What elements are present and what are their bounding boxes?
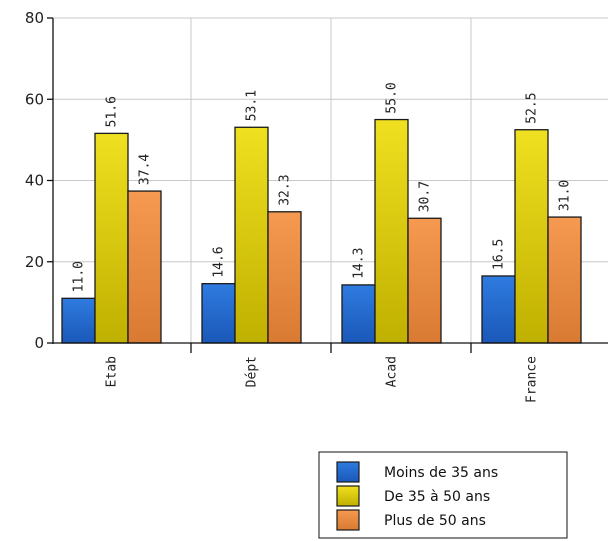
value-label: 53.1: [245, 90, 260, 121]
bar-0-0: [61, 297, 96, 344]
value-label: 14.3: [352, 248, 367, 279]
bar-0-1: [94, 132, 129, 344]
value-label: 11.0: [72, 261, 87, 292]
bar-3-2: [547, 216, 582, 344]
category-label-3: France: [525, 356, 540, 403]
legend-label-0: Moins de 35 ans: [384, 465, 498, 481]
bar-3-0: [481, 275, 516, 344]
value-label: 14.6: [212, 246, 227, 277]
category-label-2: Acad: [385, 356, 400, 387]
value-labels: 11.0 51.6 37.4 14.6 53.1 32.3 14.3 55.0 30.7 16.5…: [72, 82, 573, 292]
value-label: 32.3: [278, 174, 293, 205]
legend-swatch-1: [336, 485, 360, 507]
legend-label-2: Plus de 50 ans: [384, 513, 486, 529]
value-label: 55.0: [385, 82, 400, 113]
bar-1-2: [267, 211, 302, 344]
bars: [61, 118, 582, 344]
bar-2-0: [341, 284, 376, 344]
legend-swatch-0: [336, 461, 360, 483]
y-tick-label: 60: [25, 90, 44, 108]
bar-2-2: [407, 217, 442, 344]
legend-box: [318, 451, 568, 539]
bar-3-1: [514, 129, 549, 344]
legend-label-1: De 35 à 50 ans: [384, 489, 490, 505]
value-label: 31.0: [558, 180, 573, 211]
value-label: 16.5: [492, 239, 507, 270]
value-label: 37.4: [138, 154, 153, 185]
legend-swatch-2: [336, 509, 360, 531]
category-label-0: Etab: [105, 356, 120, 387]
y-tick-label: 80: [25, 9, 44, 27]
axes: [47, 17, 608, 353]
value-label: 51.6: [105, 96, 120, 127]
bar-0-2: [127, 190, 162, 344]
value-label: 52.5: [525, 92, 540, 123]
bar-2-1: [374, 118, 409, 344]
y-tick-label: 0: [34, 334, 44, 352]
category-labels: Etab Dépt Acad France: [105, 356, 540, 403]
legend: Moins de 35 ans De 35 à 50 ans Plus de 50 …: [318, 451, 568, 539]
y-tick-label: 20: [25, 253, 44, 271]
category-label-1: Dépt: [245, 356, 260, 387]
bar-1-1: [234, 126, 269, 344]
y-tick-labels: 0 20 40 60 80: [25, 9, 44, 352]
y-tick-label: 40: [25, 172, 44, 190]
value-label: 30.7: [418, 181, 433, 212]
bar-1-0: [201, 283, 236, 344]
